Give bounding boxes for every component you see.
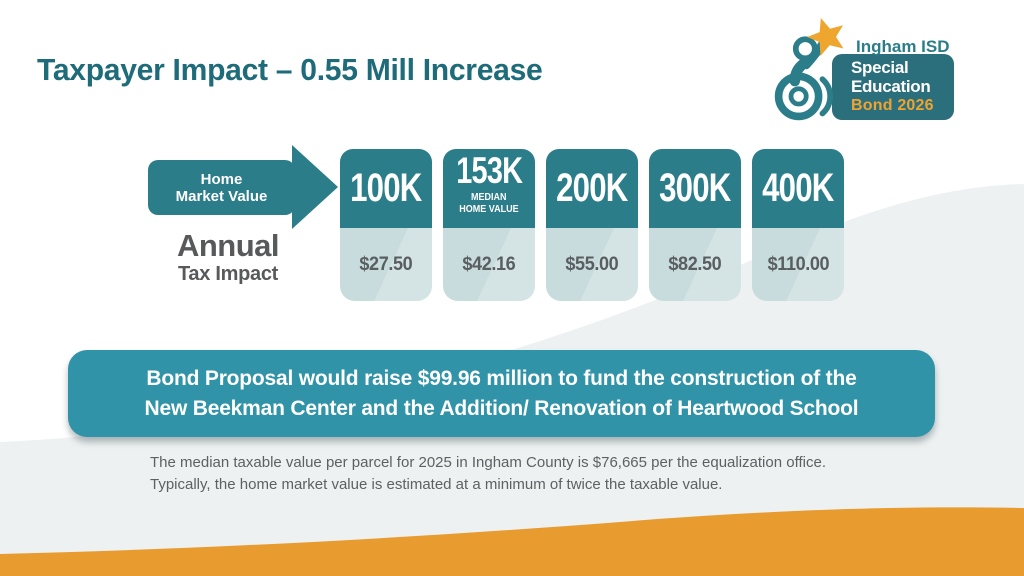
table-column-400k: 400K $110.00 [752,149,844,301]
column-header-value: 200K [556,166,628,210]
tax-impact-value: $82.50 [668,253,722,275]
column-header: 200K [546,149,638,228]
background-wave-orange [0,507,1024,576]
column-body: $55.00 [546,228,638,301]
star-icon [807,18,844,57]
column-header: 153K MEDIAN HOME VALUE [443,149,535,228]
logo-program-line1: Special [851,58,909,77]
row-label-line1: Annual [176,228,280,263]
logo-program-box: Special Education Bond 2026 [832,54,954,120]
footnote: The median taxable value per parcel for … [150,452,826,496]
table-column-100k: 100K $27.50 [340,149,432,301]
tax-impact-value: $27.50 [359,253,413,275]
logo-program-line2: Education [851,77,931,96]
bond-proposal-banner: Bond Proposal would raise $99.96 million… [68,350,935,437]
column-body: $82.50 [649,228,741,301]
column-subheader-line1: MEDIAN [471,192,507,203]
column-header: 100K [340,149,432,228]
column-header: 400K [752,149,844,228]
column-subheader-line2: HOME VALUE [459,204,519,215]
column-header: 300K [649,149,741,228]
column-header-value: 400K [762,166,834,210]
tax-impact-value: $55.00 [565,253,619,275]
arrow-label-line1: Home [200,170,243,188]
ingham-isd-logo: Ingham ISD Special Education Bond 2026 [768,14,1018,126]
annual-tax-impact-label: Annual Tax Impact [138,229,318,286]
home-market-value-arrow: Home Market Value [148,145,338,229]
banner-line1: Bond Proposal would raise $99.96 million… [146,366,857,390]
footnote-line2: Typically, the home market value is esti… [150,476,723,493]
arrow-head-icon [292,145,338,229]
banner-line2: New Beekman Center and the Addition/ Ren… [144,396,859,420]
column-body: $42.16 [443,228,535,301]
column-body: $110.00 [752,228,844,301]
wheelchair-person-icon [774,35,834,121]
column-header-value: 153K [456,150,523,191]
column-header-value: 100K [350,166,422,210]
tax-impact-table: 100K $27.50 153K MEDIAN HOME VALUE $42.1… [340,149,844,301]
logo-bond-line: Bond 2026 [851,97,934,114]
table-column-200k: 200K $55.00 [546,149,638,301]
column-body: $27.50 [340,228,432,301]
tax-impact-value: $42.16 [462,253,516,275]
page-title: Taxpayer Impact – 0.55 Mill Increase [37,52,543,87]
logo-org-name: Ingham ISD [856,37,950,56]
arrow-label: Home Market Value [148,160,295,215]
footnote-line1: The median taxable value per parcel for … [150,454,826,471]
arrow-label-line2: Market Value [175,187,268,205]
table-column-153k-median: 153K MEDIAN HOME VALUE $42.16 [443,149,535,301]
row-label-line2: Tax Impact [178,263,278,285]
tax-impact-value: $110.00 [767,253,829,275]
table-column-300k: 300K $82.50 [649,149,741,301]
column-header-value: 300K [659,166,731,210]
